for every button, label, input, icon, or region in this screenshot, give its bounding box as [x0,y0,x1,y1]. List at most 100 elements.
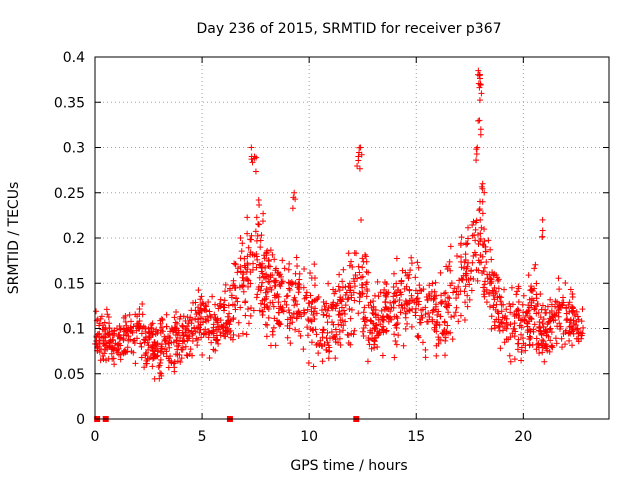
data-point [518,331,525,338]
data-point [222,281,229,288]
data-point [157,320,164,327]
data-point [356,165,363,172]
data-point [419,314,426,321]
data-point [339,278,346,285]
x-axis-label: GPS time / hours [290,458,407,474]
data-point [172,319,179,326]
data-point [497,345,504,352]
data-point [279,257,286,264]
data-point [362,253,369,260]
data-point [408,254,415,261]
data-point [359,264,366,271]
data-point [384,313,391,320]
data-point [362,314,369,321]
data-point [444,322,451,329]
data-point [379,352,386,359]
data-point [163,311,170,318]
data-point [368,345,375,352]
data-point [257,262,264,269]
x-tick-label: 5 [198,429,207,445]
data-point [371,292,378,299]
data-point [556,320,563,327]
data-point [455,283,462,290]
data-point [159,328,166,335]
data-point [314,295,321,302]
data-point [177,358,184,365]
data-point [553,340,560,347]
data-point [383,327,390,334]
data-point [260,308,267,315]
data-point [121,349,128,356]
data-point [444,294,451,301]
data-point [286,309,293,316]
data-point [375,293,382,300]
data-point [420,286,427,293]
data-point [198,293,205,300]
data-point [470,252,477,259]
data-point [457,241,464,248]
data-point [516,312,523,319]
data-point [511,320,518,327]
data-point [160,350,167,357]
data-point [431,326,438,333]
data-point [318,307,325,314]
data-point [457,312,464,319]
data-point [248,156,255,163]
data-point [247,304,254,311]
data-point [197,315,204,322]
data-point [253,251,260,258]
data-point [491,296,498,303]
data-point [356,298,363,305]
data-point [178,355,185,362]
data-point [547,325,554,332]
data-point [531,265,538,272]
data-point [278,273,285,280]
data-point [348,306,355,313]
data-point [395,302,402,309]
data-point [257,287,264,294]
data-point [476,117,483,124]
data-point [136,305,143,312]
data-point [506,352,513,359]
data-point [563,304,570,311]
data-point [99,352,106,359]
data-point [461,316,468,323]
data-point [536,350,543,357]
data-point [320,299,327,306]
data-point [559,302,566,309]
data-point [253,264,260,271]
data-point [539,336,546,343]
data-point [230,331,237,338]
data-point [228,294,235,301]
data-point [316,342,323,349]
data-point [272,279,279,286]
data-point [141,364,148,371]
data-point [340,322,347,329]
data-point [495,324,502,331]
data-point [442,337,449,344]
data-point [308,339,315,346]
data-point [253,294,260,301]
data-point [244,306,251,313]
data-point [465,235,472,242]
data-point [158,370,165,377]
data-point [184,352,191,359]
data-point [150,328,157,335]
data-point [424,296,431,303]
data-point [508,284,515,291]
data-point [267,247,274,254]
data-point [222,327,229,334]
data-point [162,335,169,342]
data-point [149,343,156,350]
data-point [320,326,327,333]
data-point [229,336,236,343]
data-point [313,310,320,317]
data-point [358,216,365,223]
data-point [359,282,366,289]
data-point [124,344,131,351]
axis-ticks: 0 0.05 0.1 0.15 0.2 0.25 0.3 0.35 0.4 0 5 10 15 20 [54,50,609,445]
data-point [231,302,238,309]
data-point [416,282,423,289]
data-point [355,157,362,164]
data-point [208,329,215,336]
